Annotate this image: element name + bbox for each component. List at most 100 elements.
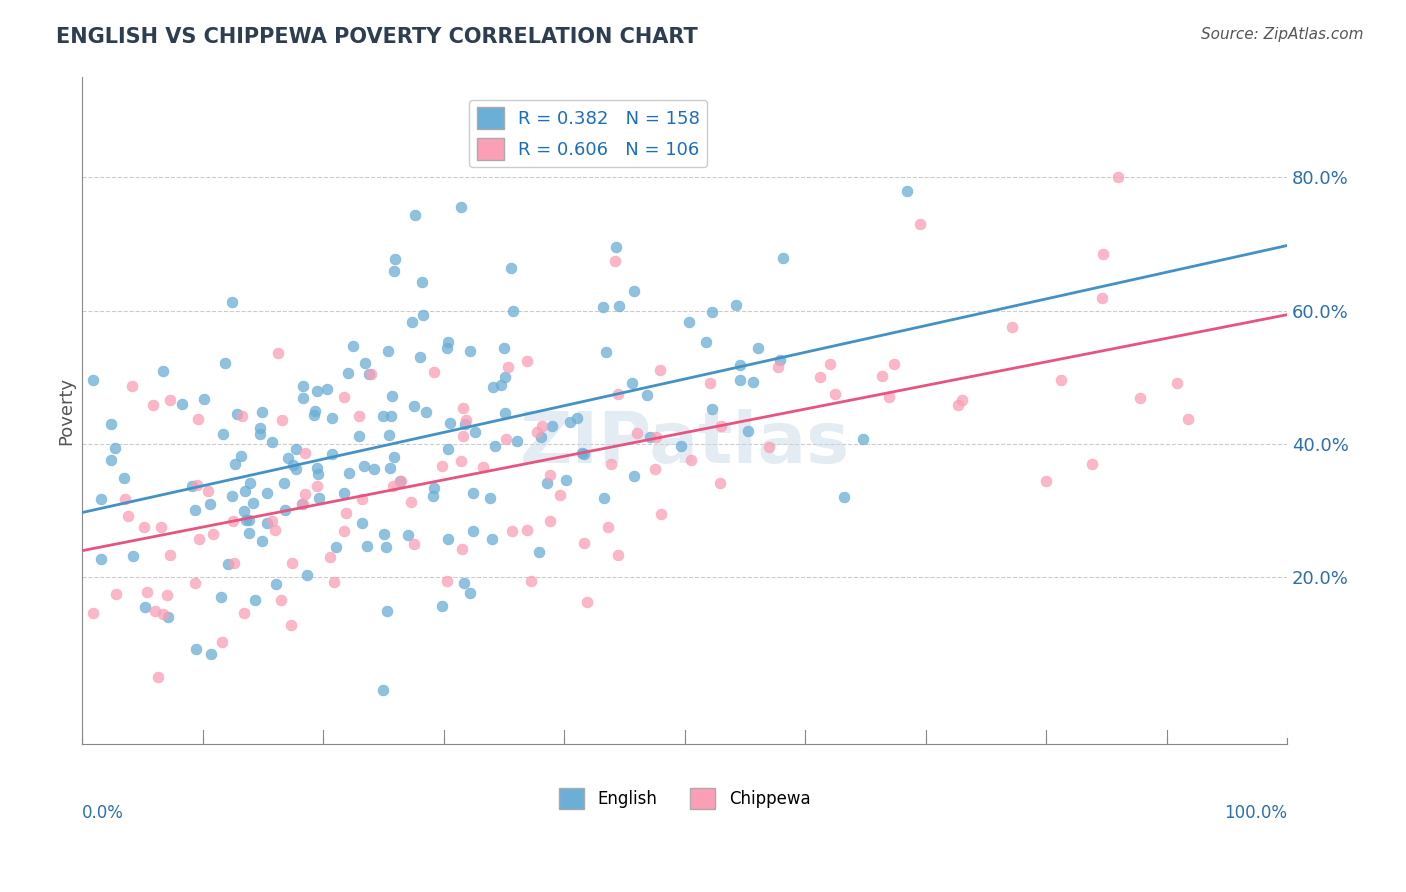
English — [152, 364, 174, 378]
Chippewa — [870, 369, 893, 384]
English — [308, 491, 330, 505]
English — [623, 469, 645, 483]
English — [337, 467, 360, 481]
Chippewa — [135, 585, 157, 599]
Chippewa — [946, 398, 969, 412]
Chippewa — [319, 549, 342, 564]
English — [494, 369, 516, 384]
Chippewa — [187, 412, 209, 426]
Chippewa — [281, 556, 304, 570]
English — [436, 335, 458, 350]
English — [181, 479, 204, 493]
English — [482, 380, 505, 394]
Chippewa — [526, 425, 548, 440]
Chippewa — [451, 541, 474, 556]
English — [896, 184, 918, 198]
Y-axis label: Poverty: Poverty — [58, 376, 75, 444]
Chippewa — [271, 413, 294, 427]
English — [214, 356, 236, 370]
Text: Source: ZipAtlas.com: Source: ZipAtlas.com — [1201, 27, 1364, 42]
Chippewa — [450, 454, 472, 468]
English — [284, 462, 307, 476]
Chippewa — [1129, 391, 1152, 405]
English — [378, 427, 401, 442]
Chippewa — [710, 419, 733, 434]
Chippewa — [516, 523, 538, 537]
English — [479, 491, 502, 505]
English — [640, 430, 662, 444]
English — [295, 568, 318, 582]
English — [291, 498, 314, 512]
Chippewa — [423, 365, 446, 379]
English — [463, 486, 485, 500]
English — [325, 540, 347, 554]
Chippewa — [650, 363, 672, 377]
Chippewa — [156, 588, 179, 602]
English — [458, 344, 481, 359]
Chippewa — [104, 587, 127, 601]
English — [481, 532, 503, 546]
English — [304, 404, 326, 418]
English — [678, 315, 700, 329]
Chippewa — [1166, 376, 1188, 390]
English — [382, 450, 405, 464]
Chippewa — [600, 457, 623, 471]
English — [121, 549, 143, 564]
Chippewa — [145, 604, 167, 618]
Chippewa — [1107, 170, 1129, 185]
Chippewa — [883, 357, 905, 371]
English — [571, 445, 593, 459]
Text: 100.0%: 100.0% — [1225, 804, 1286, 822]
English — [321, 447, 343, 461]
English — [82, 373, 104, 387]
Chippewa — [186, 478, 208, 492]
English — [453, 575, 475, 590]
English — [592, 300, 614, 314]
English — [209, 591, 232, 605]
English — [436, 341, 458, 355]
Chippewa — [202, 526, 225, 541]
Chippewa — [495, 432, 517, 446]
English — [193, 392, 215, 406]
Chippewa — [430, 459, 453, 474]
Chippewa — [501, 524, 523, 539]
English — [305, 461, 328, 475]
Chippewa — [132, 520, 155, 534]
English — [737, 425, 759, 439]
Chippewa — [335, 507, 357, 521]
Chippewa — [117, 508, 139, 523]
English — [396, 528, 419, 542]
English — [262, 435, 284, 450]
English — [134, 600, 156, 615]
Chippewa — [572, 535, 595, 549]
English — [541, 419, 564, 434]
Chippewa — [808, 370, 831, 384]
English — [226, 407, 249, 421]
Chippewa — [1049, 374, 1071, 388]
English — [669, 439, 692, 453]
English — [502, 304, 524, 318]
Chippewa — [264, 523, 287, 537]
English — [432, 599, 454, 613]
Chippewa — [645, 430, 668, 444]
English — [371, 683, 394, 698]
Chippewa — [294, 445, 316, 459]
Chippewa — [538, 467, 561, 482]
English — [402, 399, 425, 413]
Chippewa — [187, 532, 209, 546]
Chippewa — [626, 425, 648, 440]
Chippewa — [224, 557, 246, 571]
English — [423, 481, 446, 495]
Chippewa — [294, 487, 316, 501]
English — [221, 489, 243, 503]
English — [404, 208, 426, 222]
English — [852, 432, 875, 446]
Chippewa — [436, 574, 458, 588]
English — [200, 647, 222, 661]
English — [725, 297, 748, 311]
Chippewa — [644, 462, 666, 476]
English — [728, 358, 751, 372]
Text: ZIPatlas: ZIPatlas — [520, 409, 849, 478]
English — [377, 344, 399, 359]
Text: 0.0%: 0.0% — [82, 804, 124, 822]
